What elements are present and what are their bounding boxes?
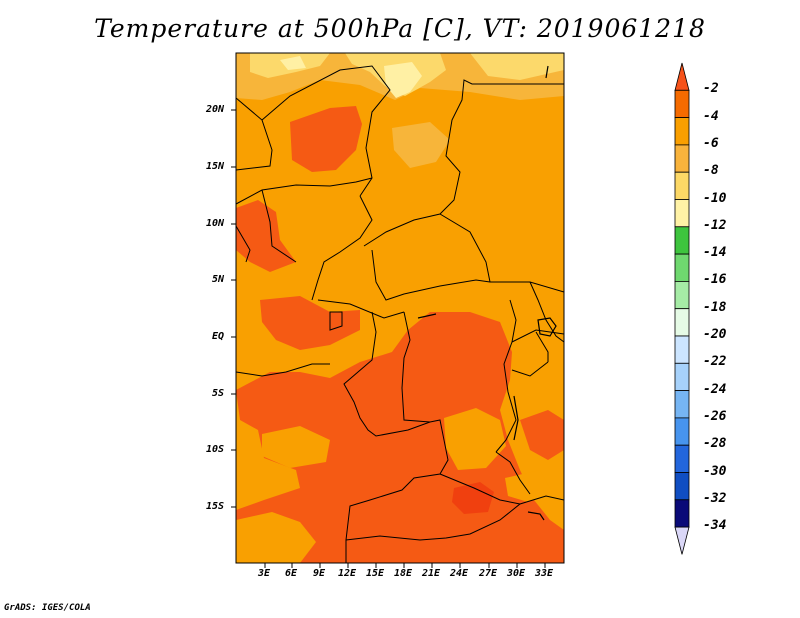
lakes — [417, 65, 557, 521]
colorbar-swatch — [674, 390, 690, 419]
colorbar-swatch — [674, 117, 690, 146]
colorbar-label: -26 — [703, 408, 727, 424]
colorbar-label: -16 — [703, 272, 727, 288]
colorbar-label: -30 — [703, 463, 727, 479]
colorbar-swatch — [674, 362, 690, 391]
colorbar-bottom-triangle — [674, 526, 690, 555]
lon-label-27e: 27E — [479, 568, 498, 579]
region-warm-east — [520, 410, 564, 460]
lon-label-30e: 30E — [507, 568, 526, 579]
lat-label-10n: 10N — [206, 218, 225, 229]
colorbar-swatch — [674, 308, 690, 337]
country-borders — [236, 65, 564, 563]
lon-label-24e: 24E — [450, 568, 469, 579]
colorbar-swatch — [674, 499, 690, 528]
lat-label-15n: 15N — [206, 161, 225, 172]
lat-label-15s: 15S — [206, 501, 225, 512]
region-hot-spot — [452, 482, 494, 514]
colorbar-swatch — [674, 226, 690, 255]
region-south-light-1 — [262, 426, 330, 468]
lon-label-33e: 33E — [535, 568, 554, 579]
colorbar-swatch — [674, 280, 690, 310]
lat-label-10s: 10S — [206, 444, 225, 455]
region-warm-west — [236, 200, 296, 272]
colorbar-label: -6 — [703, 135, 719, 151]
lat-label-eq: EQ — [212, 331, 225, 342]
colorbar-swatch — [674, 417, 690, 446]
colorbar-label: -24 — [703, 381, 727, 397]
colorbar-label: -28 — [703, 436, 727, 452]
lon-label-12e: 12E — [338, 568, 357, 579]
lon-label-3e: 3E — [258, 568, 271, 579]
colorbar-swatch — [674, 472, 690, 501]
lat-label-5n: 5N — [212, 274, 225, 285]
colorbar-swatch — [674, 171, 690, 200]
colorbar-swatch — [674, 199, 690, 228]
colorbar-swatch — [674, 89, 690, 119]
colorbar-label: -10 — [703, 190, 727, 206]
lat-label-20n: 20N — [206, 104, 225, 115]
colorbar-label: -32 — [703, 490, 727, 506]
region-south-light-2 — [236, 512, 316, 563]
lat-label-5s: 5S — [212, 388, 225, 399]
colorbar-label: -4 — [703, 108, 719, 124]
chart-title: Temperature at 500hPa [C], VT: 201906121… — [94, 14, 706, 43]
region-central-light — [392, 122, 450, 168]
colorbar-top-triangle — [674, 62, 690, 91]
colorbar-swatch — [674, 444, 690, 473]
colorbar-label: -12 — [703, 217, 727, 233]
region-north-lightest — [280, 56, 422, 98]
colorbar-label: -8 — [703, 163, 719, 179]
map-frame — [235, 52, 565, 564]
colorbar-swatch — [674, 144, 690, 173]
lon-label-21e: 21E — [422, 568, 441, 579]
lon-label-15e: 15E — [366, 568, 385, 579]
lon-ticks — [264, 563, 546, 568]
lon-label-6e: 6E — [285, 568, 298, 579]
colorbar-label: -20 — [703, 327, 727, 342]
region-south-light-4 — [505, 470, 552, 502]
colorbar-swatch — [674, 253, 690, 282]
lon-label-18e: 18E — [394, 568, 413, 579]
map-fill — [236, 53, 564, 563]
region-warm-gabon — [260, 296, 360, 350]
colorbar-label: -18 — [703, 299, 727, 315]
grads-credit: GrADS: IGES/COLA — [4, 603, 91, 613]
region-warm-nigeria — [290, 106, 362, 172]
colorbar-label: -2 — [703, 81, 719, 97]
colorbar-swatch — [674, 335, 690, 364]
colorbar — [674, 62, 690, 555]
region-south-light-3 — [444, 408, 506, 470]
colorbar-label: -34 — [703, 518, 727, 534]
colorbar-label: -22 — [703, 354, 727, 370]
colorbar-label: -14 — [703, 245, 727, 261]
lon-label-9e: 9E — [313, 568, 326, 579]
lat-ticks — [231, 109, 236, 508]
